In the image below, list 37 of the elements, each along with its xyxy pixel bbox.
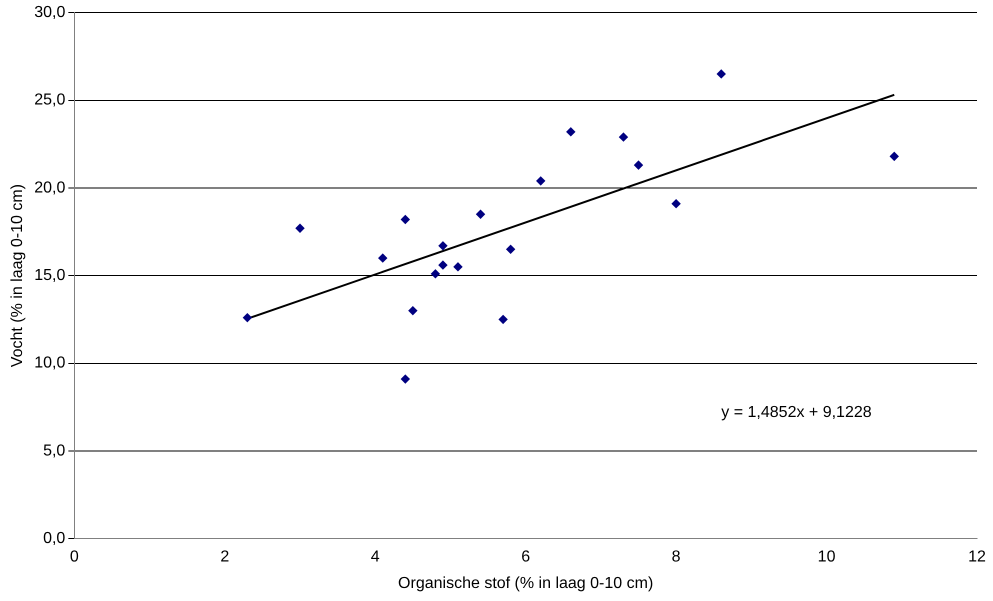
x-axis-title: Organische stof (% in laag 0-10 cm) <box>398 574 654 592</box>
y-tick-label: 10,0 <box>34 354 66 372</box>
point <box>716 69 726 78</box>
point <box>536 176 546 186</box>
y-tick-label: 25,0 <box>34 92 66 109</box>
point <box>498 314 508 324</box>
point <box>430 269 440 278</box>
x-tick-label: 8 <box>672 548 681 566</box>
x-tick-label: 6 <box>521 548 530 566</box>
y-tick-label: 5,0 <box>43 442 66 460</box>
point <box>400 374 410 384</box>
point <box>890 152 899 161</box>
point <box>476 210 486 219</box>
x-tick-label: 2 <box>220 548 230 566</box>
y-tick-label: 20,0 <box>34 179 66 196</box>
annotation: y = 1,4852x + 9,1228 <box>721 404 872 421</box>
y-tick-label: 30,0 <box>34 4 66 22</box>
point <box>400 214 410 224</box>
x-tick-label: 0 <box>70 548 79 566</box>
point <box>618 132 628 142</box>
point <box>296 224 305 233</box>
point <box>634 160 644 170</box>
point <box>453 262 462 272</box>
y-tick-label: 0,0 <box>43 530 66 548</box>
point <box>672 199 681 208</box>
y-axis-title: Vocht (% in laag 0-10 cm) <box>9 184 26 368</box>
x-tick-label: 10 <box>818 548 836 566</box>
x-tick-label: 12 <box>968 548 986 566</box>
point <box>438 241 448 250</box>
x-tick-label: 4 <box>370 548 380 566</box>
point <box>506 244 516 254</box>
point <box>242 313 252 322</box>
y-tick-label: 15,0 <box>34 267 66 284</box>
point <box>378 254 388 263</box>
point <box>438 260 448 270</box>
point <box>408 306 418 316</box>
point <box>566 127 576 136</box>
